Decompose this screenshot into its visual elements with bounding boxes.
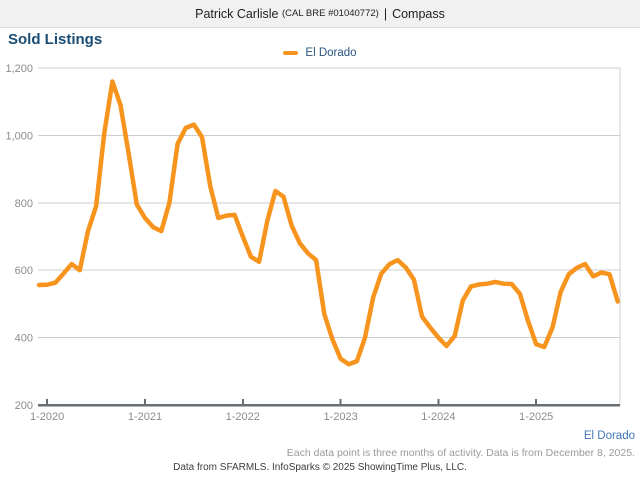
header-bar: Patrick Carlisle (CAL BRE #01040772) | C… <box>0 0 640 28</box>
y-axis-label: 1,200 <box>5 63 33 75</box>
x-axis-label: 1-2025 <box>519 411 553 423</box>
y-axis-label: 1,000 <box>5 130 33 142</box>
agent-name: Patrick Carlisle <box>195 6 279 21</box>
data-credit: Data from SFARMLS. InfoSparks © 2025 Sho… <box>173 462 467 473</box>
brand-name: Compass <box>392 6 445 21</box>
legend-label: El Dorado <box>305 47 357 59</box>
x-axis-label: 1-2023 <box>323 411 357 423</box>
series-label-bottom: El Dorado <box>583 430 635 442</box>
agent-license: (CAL BRE #01040772) <box>281 8 379 19</box>
y-axis-label: 200 <box>15 400 33 412</box>
series-line-el-dorado <box>36 79 620 367</box>
legend-line-swatch <box>283 51 299 55</box>
y-axis-label: 600 <box>15 265 33 277</box>
chart-legend: El Dorado <box>0 47 640 59</box>
header-divider: | <box>383 6 388 21</box>
x-axis-label: 1-2024 <box>421 411 455 423</box>
x-axis-label: 1-2022 <box>226 411 260 423</box>
page-title: Sold Listings <box>8 31 103 48</box>
x-axis-label: 1-2021 <box>128 411 162 423</box>
chart-footnote: Each data point is three months of activ… <box>286 447 635 459</box>
y-axis-label: 800 <box>15 198 33 210</box>
x-axis-label: 1-2020 <box>30 411 64 423</box>
y-axis-label: 400 <box>15 333 33 345</box>
